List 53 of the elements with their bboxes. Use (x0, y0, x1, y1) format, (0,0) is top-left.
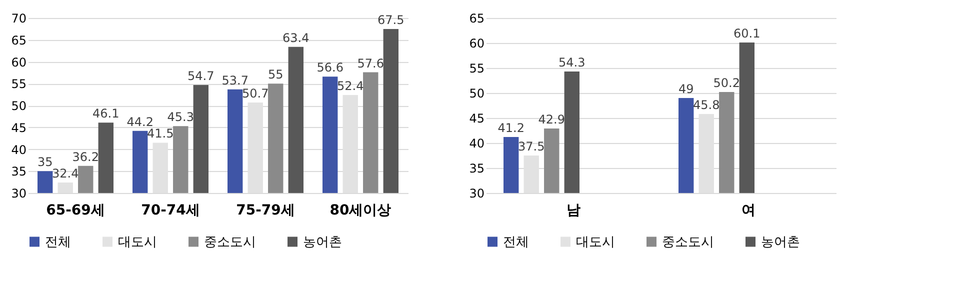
x-tick-label: 75-79세 (236, 202, 295, 218)
y-tick-label: 45 (11, 120, 26, 135)
y-tick-label: 45 (469, 112, 484, 126)
data-label: 53.7 (222, 73, 248, 88)
data-label: 35 (37, 155, 53, 170)
data-label: 46.1 (92, 106, 120, 121)
y-tick-label: 70 (11, 12, 26, 26)
y-tick-label: 50 (469, 86, 484, 100)
y-tick-label: 60 (11, 55, 26, 70)
data-label: 54.7 (188, 68, 214, 83)
legend-label: 전체 (45, 234, 71, 250)
data-label: 63.4 (282, 30, 310, 45)
legend-label: 농어촌 (761, 234, 800, 250)
data-label: 41.5 (147, 126, 174, 141)
y-tick-label: 35 (469, 162, 484, 176)
legend-label: 대도시 (118, 234, 157, 250)
y-tick-label: 60 (469, 36, 484, 50)
data-label: 67.5 (378, 12, 404, 27)
data-label: 56.6 (316, 60, 344, 75)
y-tick-label: 55 (469, 62, 484, 76)
data-label: 44.2 (126, 114, 154, 129)
legend-label: 전체 (503, 234, 529, 250)
legend-label: 대도시 (576, 234, 615, 250)
x-tick-label: 남 (566, 202, 580, 218)
y-tick-label: 30 (11, 186, 26, 200)
y-tick-label: 40 (11, 142, 26, 157)
y-tick-label: 55 (11, 77, 26, 92)
y-tick-label: 65 (469, 12, 484, 26)
x-tick-label: 65-69세 (46, 202, 105, 218)
data-label: 45.3 (167, 110, 194, 124)
y-tick-label: 40 (469, 136, 484, 150)
data-label: 50.7 (242, 86, 269, 100)
legend-label: 중소도시 (662, 234, 714, 250)
y-tick-label: 65 (11, 33, 26, 48)
legend-label: 농어촌 (303, 234, 342, 250)
data-label: 37.5 (518, 140, 545, 154)
data-label: 54.3 (558, 56, 586, 70)
legend-label: 중소도시 (204, 234, 256, 250)
y-tick-label: 30 (469, 186, 484, 200)
data-label: 45.8 (693, 98, 720, 112)
y-tick-label: 35 (11, 164, 26, 179)
data-label: 50.2 (713, 76, 740, 90)
x-tick-label: 80세이상 (330, 202, 392, 218)
data-label: 55 (268, 68, 284, 82)
y-tick-label: 50 (11, 99, 26, 113)
data-label: 36.2 (72, 150, 99, 164)
data-label: 42.9 (538, 112, 565, 126)
data-label: 41.2 (498, 121, 524, 135)
x-tick-label: 70-74세 (141, 202, 200, 218)
x-tick-label: 여 (742, 202, 756, 218)
data-label: 60.1 (734, 26, 760, 40)
data-label: 49 (678, 82, 694, 96)
data-label: 57.6 (357, 56, 384, 70)
